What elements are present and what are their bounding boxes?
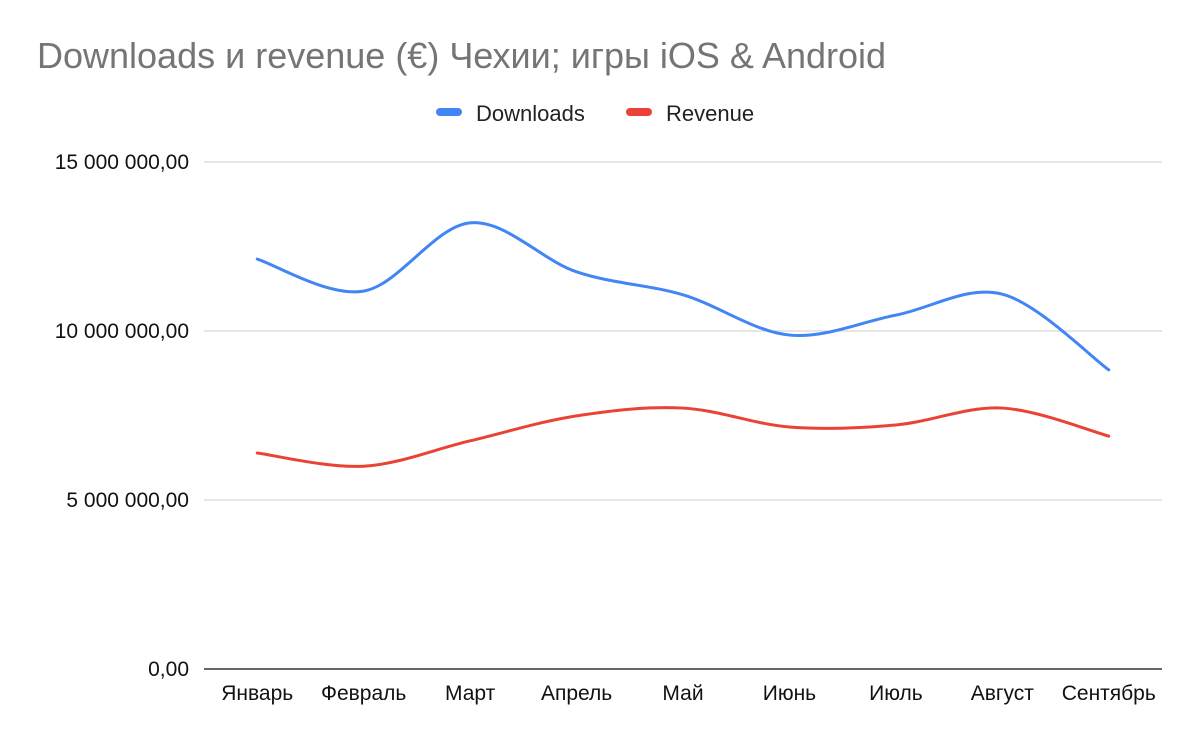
gridlines: [204, 161, 1162, 670]
y-tick-label: 5 000 000,00: [66, 489, 189, 512]
y-tick-label: 10 000 000,00: [55, 320, 189, 343]
x-tick-label: Январь: [221, 682, 293, 705]
legend-label: Downloads: [476, 101, 585, 126]
x-tick-label: Август: [971, 682, 1035, 705]
legend: Downloads Revenue: [436, 101, 754, 126]
legend-swatch-revenue: [626, 108, 652, 116]
x-tick-label: Апрель: [541, 682, 612, 705]
x-tick-label: Февраль: [321, 682, 406, 705]
chart-title: Downloads и revenue (€) Чехии; игры iOS …: [37, 35, 886, 76]
x-tick-label: Июль: [869, 682, 923, 705]
y-tick-label: 15 000 000,00: [55, 151, 189, 174]
x-tick-label: Сентябрь: [1062, 682, 1156, 705]
y-tick-label: 0,00: [148, 658, 189, 681]
series-line-revenue: [255, 406, 1111, 468]
series-line-downloads: [255, 221, 1111, 372]
y-axis: 0,00 5 000 000,00 10 000 000,00 15 000 000,…: [55, 151, 189, 681]
series-lines: [255, 221, 1111, 468]
x-tick-label: Июнь: [763, 682, 816, 705]
x-axis: Январь Февраль Март Апрель Май Июнь Июль Август…: [221, 682, 1156, 705]
x-tick-label: Март: [445, 682, 496, 705]
legend-swatch-downloads: [436, 108, 462, 116]
legend-label: Revenue: [666, 101, 754, 126]
x-tick-label: Май: [662, 682, 703, 705]
